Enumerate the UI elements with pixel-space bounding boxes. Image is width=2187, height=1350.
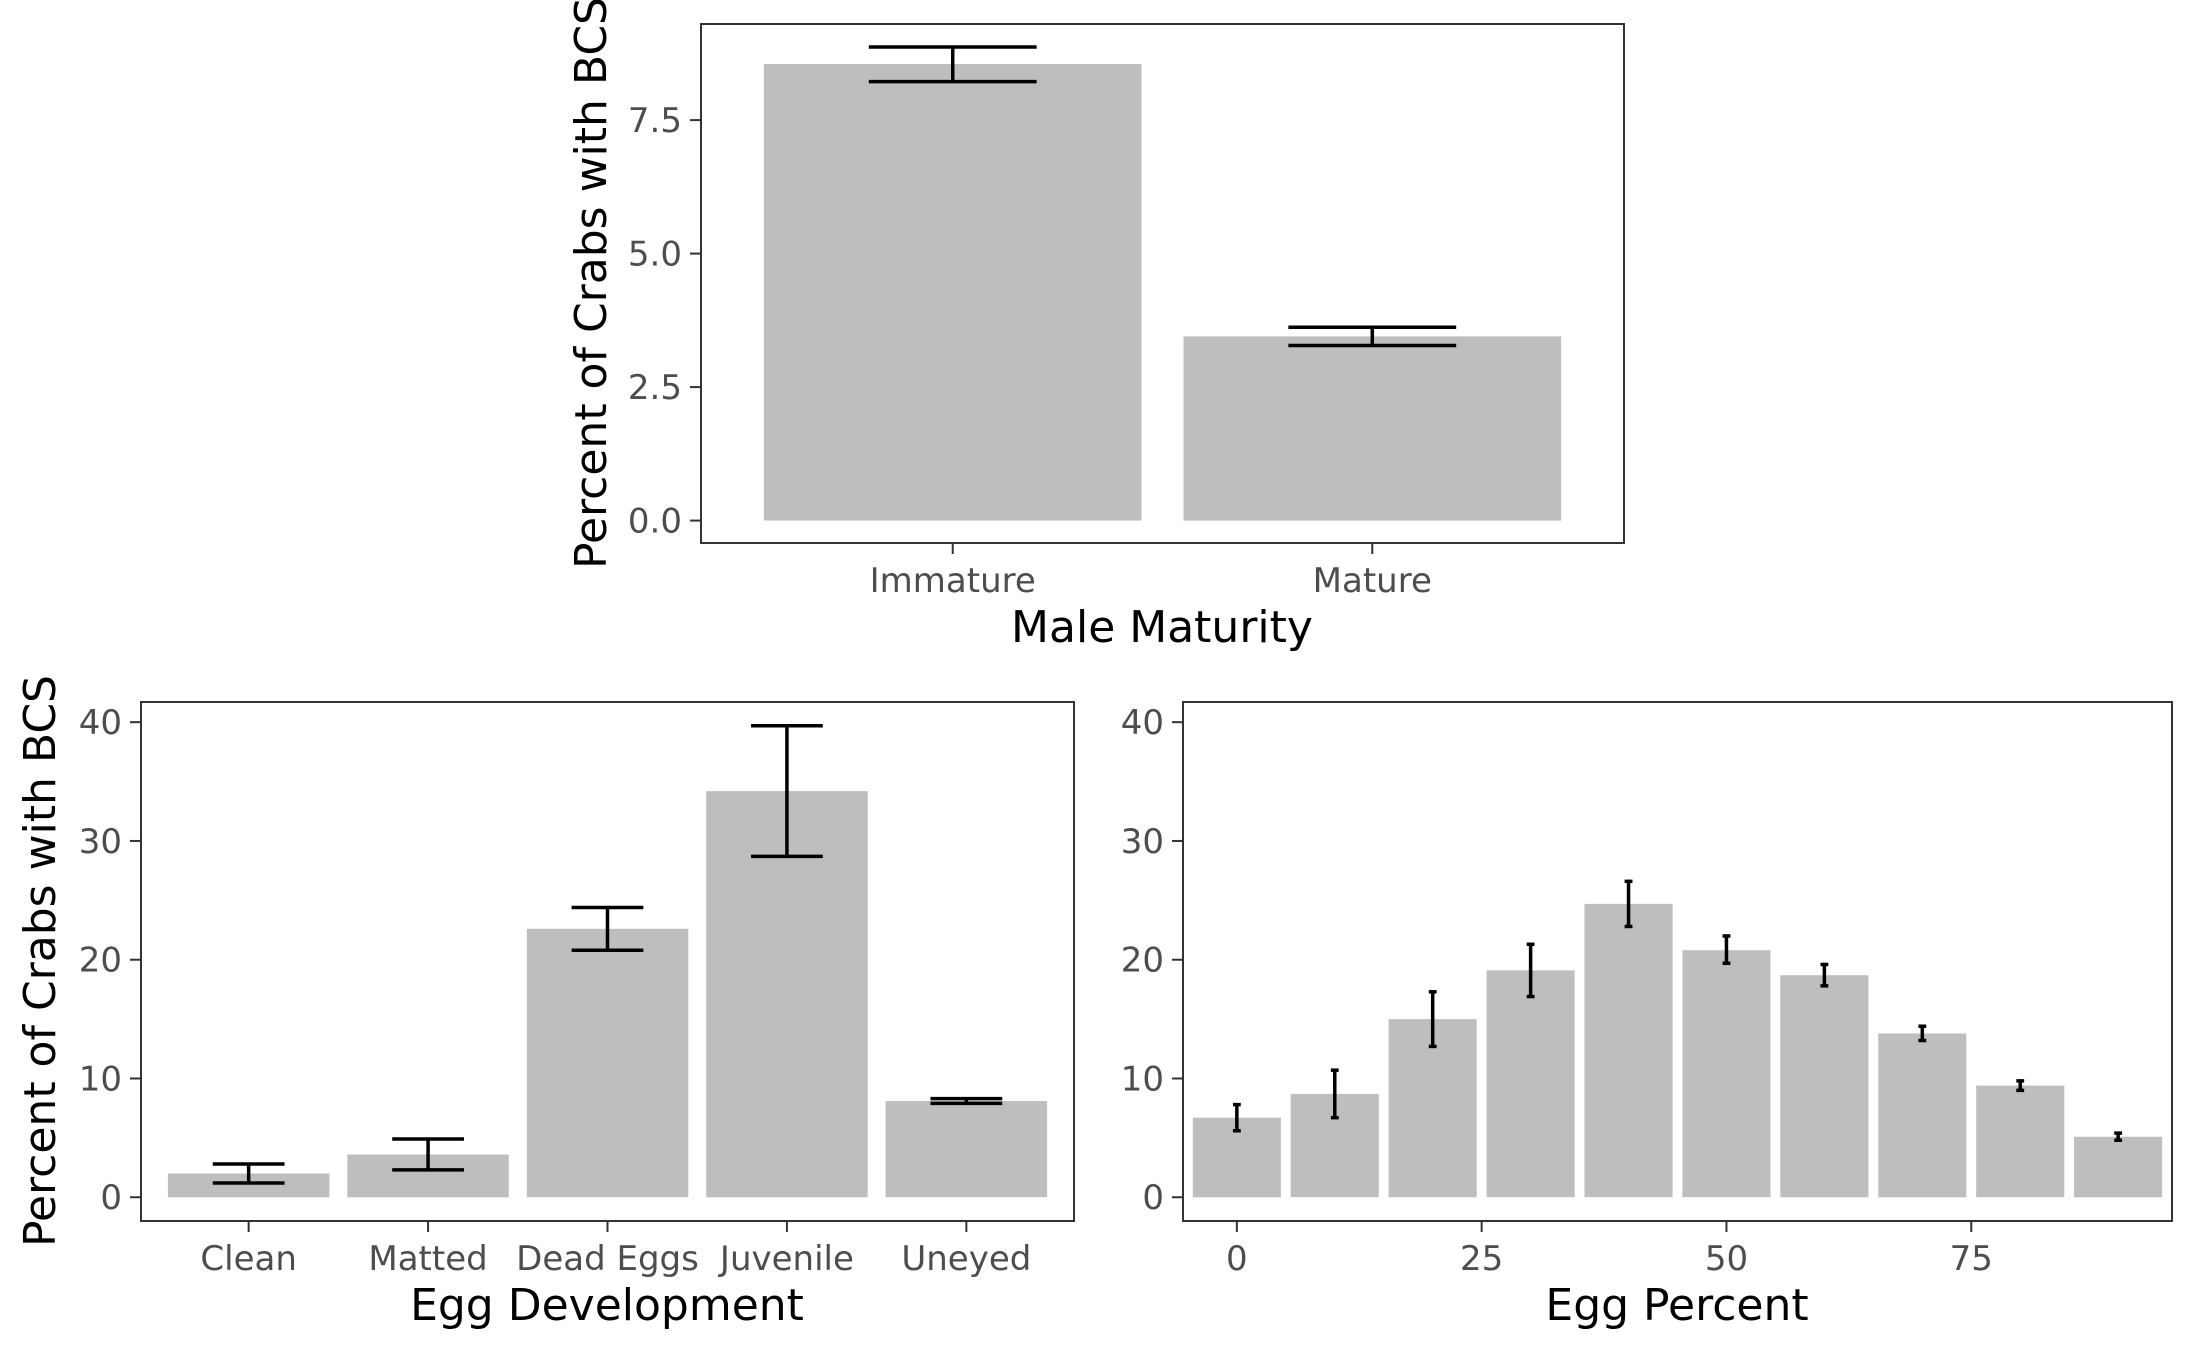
bar bbox=[1183, 336, 1562, 521]
x-tick-label: 25 bbox=[1460, 1239, 1503, 1279]
error-bar bbox=[2114, 1131, 2123, 1142]
x-tick-label: 50 bbox=[1705, 1239, 1748, 1279]
error-bar bbox=[1624, 879, 1633, 929]
plot-panel-male bbox=[700, 23, 1625, 544]
bar bbox=[1682, 950, 1771, 1198]
chart-egg-percent: 0 10 20 30 40 0 25 50 75 Egg Percent bbox=[1121, 701, 2173, 1331]
y-axis-title-male: Percent of Crabs with BCS bbox=[566, 0, 617, 569]
bar bbox=[1388, 1019, 1477, 1198]
error-bar bbox=[1918, 1024, 1927, 1043]
y-tick-label: 40 bbox=[1121, 703, 1164, 743]
error-bar bbox=[1526, 942, 1535, 999]
plot-panel-eggpct bbox=[1182, 701, 2173, 1222]
x-tick-label: Mature bbox=[1313, 561, 1432, 601]
y-axis-title-eggdev: Percent of Crabs with BCS bbox=[15, 675, 66, 1247]
error-bar bbox=[751, 724, 823, 859]
x-axis-title-eggpct: Egg Percent bbox=[1545, 1280, 1808, 1331]
error-bar bbox=[1288, 325, 1457, 348]
bar bbox=[763, 64, 1142, 521]
bar bbox=[1780, 975, 1869, 1198]
y-tick-label: 30 bbox=[79, 822, 122, 862]
error-bar bbox=[1330, 1068, 1339, 1120]
error-bar bbox=[1428, 990, 1437, 1049]
x-axis-title-male: Male Maturity bbox=[1011, 602, 1313, 653]
y-tick-label: 2.5 bbox=[628, 368, 682, 408]
error-bar bbox=[1820, 962, 1829, 988]
chart-egg-development: 0 10 20 30 40 Clean Matted Dead Eggs Juvenile Une… bbox=[15, 675, 1075, 1331]
marks-eggdev: 0 10 20 30 40 Clean Matted Dead Eggs Juvenile Une… bbox=[79, 703, 1048, 1279]
marks-male: 0.0 2.5 5.0 7.5 Immature Mature bbox=[628, 45, 1562, 601]
x-tick-label: Matted bbox=[368, 1239, 487, 1279]
y-tick-label: 10 bbox=[79, 1059, 122, 1099]
bar bbox=[526, 928, 689, 1198]
x-tick-label: 75 bbox=[1950, 1239, 1993, 1279]
bar bbox=[1878, 1033, 1967, 1198]
error-bar bbox=[1232, 1102, 1241, 1133]
error-bar bbox=[1722, 934, 1731, 966]
x-tick-label: Dead Eggs bbox=[516, 1239, 699, 1279]
x-tick-label: Clean bbox=[200, 1239, 297, 1279]
error-bar bbox=[392, 1137, 464, 1172]
bar bbox=[1976, 1085, 2065, 1198]
x-tick-label: Immature bbox=[870, 561, 1036, 601]
bar bbox=[706, 791, 868, 1198]
error-bar bbox=[930, 1096, 1003, 1106]
x-axis-title-eggdev: Egg Development bbox=[410, 1280, 804, 1331]
error-bar bbox=[212, 1162, 285, 1185]
y-tick-label: 0.0 bbox=[628, 502, 682, 542]
y-tick-label: 0 bbox=[1142, 1178, 1164, 1218]
bar bbox=[2074, 1136, 2163, 1198]
y-tick-label: 20 bbox=[79, 941, 122, 981]
bar bbox=[1486, 970, 1575, 1198]
x-tick-label: 0 bbox=[1226, 1239, 1248, 1279]
y-tick-label: 0 bbox=[100, 1178, 122, 1218]
bar bbox=[1584, 903, 1673, 1198]
x-tick-label: Juvenile bbox=[718, 1239, 854, 1279]
bar bbox=[167, 1173, 330, 1198]
y-tick-label: 30 bbox=[1121, 822, 1164, 862]
error-bar bbox=[2016, 1079, 2025, 1093]
y-tick-label: 7.5 bbox=[628, 101, 682, 141]
marks-eggpct: 0 10 20 30 40 0 25 50 75 bbox=[1121, 703, 2163, 1279]
y-tick-label: 5.0 bbox=[628, 235, 682, 275]
chart-male-maturity: 0.0 2.5 5.0 7.5 Immature Mature Male Maturity… bbox=[566, 0, 1625, 653]
error-bar bbox=[571, 905, 644, 952]
x-tick-label: Uneyed bbox=[901, 1239, 1031, 1279]
bar bbox=[885, 1101, 1048, 1198]
error-bar bbox=[868, 45, 1037, 84]
y-tick-label: 40 bbox=[79, 703, 122, 743]
y-tick-label: 20 bbox=[1121, 941, 1164, 981]
y-tick-label: 10 bbox=[1121, 1059, 1164, 1099]
